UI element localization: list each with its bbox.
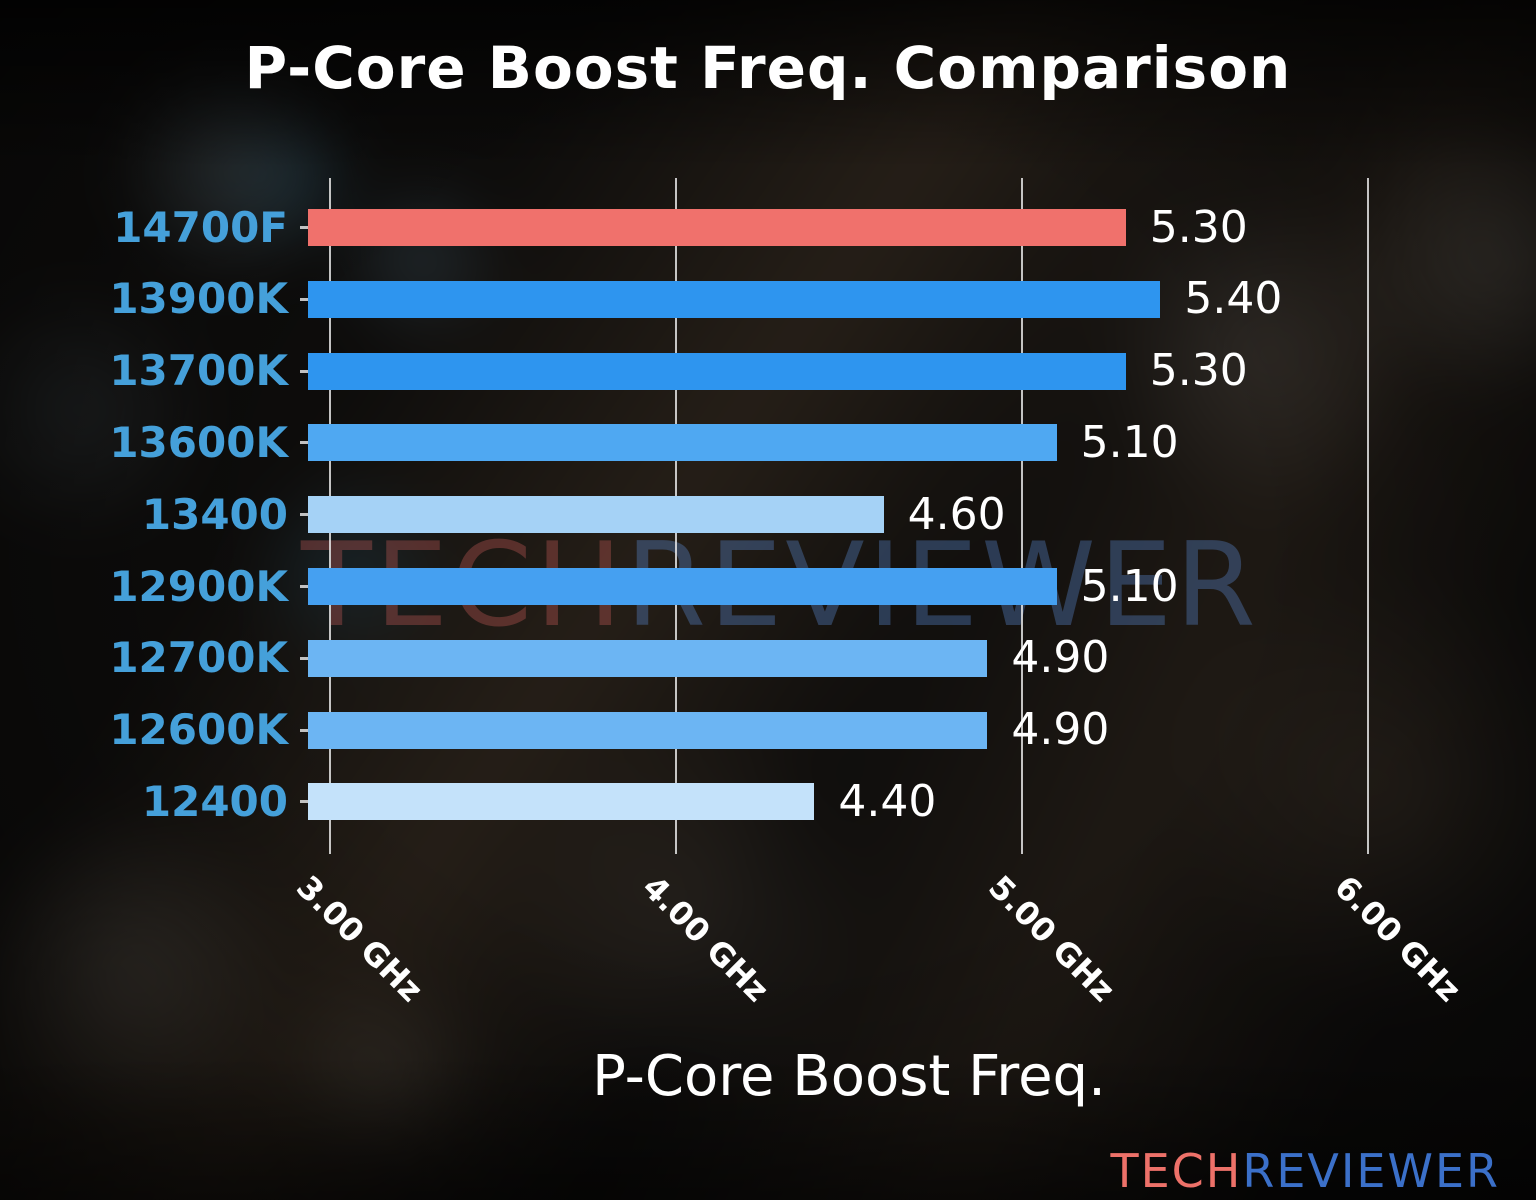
y-axis-tick: [300, 728, 308, 732]
y-axis-tick: [300, 297, 308, 301]
category-label: 13700K: [109, 346, 288, 396]
bar-value-label: 5.30: [1149, 201, 1248, 253]
bar: [308, 568, 1057, 605]
category-label: 12700K: [109, 633, 288, 683]
y-axis-tick: [300, 585, 308, 588]
bar-value-label: 4.60: [907, 488, 1006, 540]
bar-value-label: 5.10: [1080, 560, 1179, 612]
x-axis-title: P-Core Boost Freq.: [592, 1044, 1106, 1109]
category-label: 13400: [141, 489, 288, 539]
bar-value-label: 4.90: [1011, 632, 1110, 684]
y-axis-tick: [300, 800, 308, 804]
y-axis-tick: [300, 656, 308, 660]
gridline: [1367, 178, 1369, 854]
bar: [308, 424, 1057, 462]
category-label: 12600K: [109, 705, 288, 755]
x-tick-label: 4.00 GHz: [635, 868, 777, 1010]
techreviewer-logo: TECHREVIEWER: [1110, 1144, 1500, 1198]
category-label: 12400: [141, 776, 288, 826]
category-label: 14700F: [113, 202, 288, 252]
gridline: [1021, 178, 1023, 854]
bar: [308, 711, 988, 749]
bar-value-label: 5.10: [1080, 416, 1179, 468]
logo-reviewer: REVIEWER: [1242, 1144, 1500, 1198]
category-label: 13900K: [109, 274, 288, 324]
x-tick-label: 5.00 GHz: [981, 868, 1123, 1010]
bar: [308, 639, 988, 677]
chart-title: P-Core Boost Freq. Comparison: [244, 34, 1292, 102]
bar: [308, 496, 884, 534]
bar-value-label: 4.90: [1011, 704, 1110, 756]
x-tick-label: 6.00 GHz: [1327, 868, 1469, 1010]
y-axis-tick: [300, 369, 308, 373]
y-axis-tick: [300, 226, 308, 229]
x-tick-label: 3.00 GHz: [289, 868, 431, 1010]
bar: [308, 352, 1126, 390]
category-label: 12900K: [109, 561, 288, 611]
bar: [308, 280, 1161, 318]
bar: [308, 783, 815, 821]
bar: [308, 209, 1126, 246]
category-label: 13600K: [109, 417, 288, 467]
bar-value-label: 5.40: [1184, 273, 1283, 325]
logo-tech: TECH: [1110, 1144, 1243, 1198]
bar-value-label: 5.30: [1149, 345, 1248, 397]
bar-value-label: 4.40: [838, 775, 937, 827]
y-axis-tick: [300, 441, 308, 445]
y-axis-tick: [300, 513, 308, 517]
